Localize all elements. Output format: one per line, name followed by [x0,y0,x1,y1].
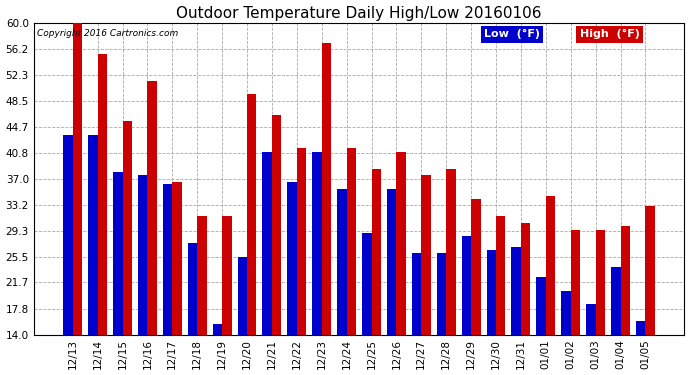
Bar [362,233,371,334]
Bar [496,216,506,334]
Bar [197,216,207,334]
Bar [611,267,620,334]
Bar [446,169,455,334]
Bar [645,206,655,334]
Bar [113,172,123,334]
Bar [422,176,431,334]
Bar [123,121,132,334]
Bar [462,236,471,334]
Bar [222,216,232,334]
Bar [138,176,148,334]
Bar [262,152,272,334]
Bar [486,250,496,334]
Text: High  (°F): High (°F) [580,29,640,39]
Bar [213,324,222,334]
Bar [595,230,605,334]
Bar [313,152,322,334]
Bar [72,23,82,334]
Bar [536,277,546,334]
Bar [237,257,247,334]
Bar [272,114,282,334]
Bar [397,152,406,334]
Bar [586,304,595,334]
Bar [287,182,297,334]
Bar [97,54,107,334]
Title: Outdoor Temperature Daily High/Low 20160106: Outdoor Temperature Daily High/Low 20160… [177,6,542,21]
Bar [511,246,521,334]
Bar [346,148,356,334]
Bar [297,148,306,334]
Bar [322,44,331,334]
Bar [88,135,97,334]
Bar [546,196,555,334]
Bar [337,189,346,334]
Bar [172,182,181,334]
Bar [63,135,72,334]
Text: Copyright 2016 Cartronics.com: Copyright 2016 Cartronics.com [37,29,178,38]
Bar [387,189,397,334]
Bar [188,243,197,334]
Bar [471,199,480,334]
Bar [412,254,422,334]
Bar [561,291,571,334]
Text: Low  (°F): Low (°F) [484,29,540,39]
Bar [163,184,172,334]
Bar [571,230,580,334]
Bar [371,169,381,334]
Bar [437,254,446,334]
Bar [521,223,531,334]
Bar [620,226,630,334]
Bar [247,94,257,334]
Bar [148,81,157,334]
Bar [636,321,645,334]
